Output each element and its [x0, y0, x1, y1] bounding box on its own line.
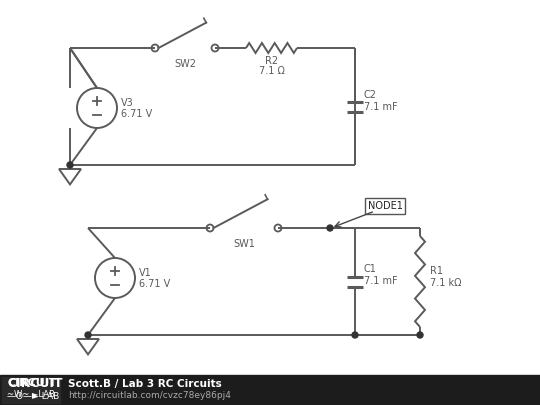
Text: R1: R1 [430, 266, 443, 277]
Text: http://circuitlab.com/cvzc78ey86pj4: http://circuitlab.com/cvzc78ey86pj4 [68, 391, 231, 400]
Text: CIRCUIT: CIRCUIT [7, 377, 63, 390]
Bar [0, 375, 540, 405]
Text: Scott.B / Lab 3 RC Circuits: Scott.B / Lab 3 RC Circuits [68, 379, 222, 389]
Circle shape [85, 332, 91, 338]
Text: C1: C1 [364, 264, 377, 275]
Text: V3: V3 [121, 98, 134, 108]
Text: CIRCUIT: CIRCUIT [7, 378, 57, 388]
Text: 7.1 kΩ: 7.1 kΩ [430, 279, 462, 288]
Text: ~W~ ►LAB: ~W~ ►LAB [7, 390, 55, 399]
Text: 6.71 V: 6.71 V [121, 109, 152, 119]
Text: SW1: SW1 [233, 239, 255, 249]
Text: SW2: SW2 [174, 59, 196, 69]
Text: 7.1 mF: 7.1 mF [364, 102, 397, 111]
Text: 7.1 mF: 7.1 mF [364, 277, 397, 286]
Text: R2: R2 [265, 56, 278, 66]
Circle shape [327, 225, 333, 231]
Bar [2, 377, 60, 403]
Text: C2: C2 [364, 90, 377, 100]
Circle shape [417, 332, 423, 338]
Circle shape [352, 332, 358, 338]
Circle shape [67, 162, 73, 168]
Text: V1: V1 [139, 268, 152, 278]
Text: 6.71 V: 6.71 V [139, 279, 170, 289]
Text: 7.1 Ω: 7.1 Ω [259, 66, 285, 76]
Text: —Ο—► LAB: —Ο—► LAB [7, 392, 59, 401]
Text: NODE1: NODE1 [368, 201, 402, 211]
